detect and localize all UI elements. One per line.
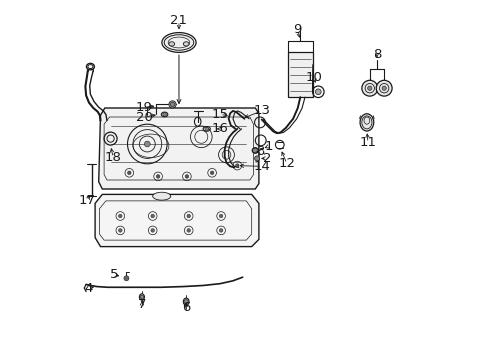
Text: 17: 17 [78, 194, 95, 207]
Ellipse shape [139, 294, 144, 300]
Text: 8: 8 [372, 48, 380, 61]
Text: 10: 10 [305, 71, 322, 84]
Text: 14: 14 [253, 160, 270, 173]
Circle shape [140, 295, 143, 299]
Circle shape [235, 164, 239, 167]
Ellipse shape [162, 33, 196, 52]
Ellipse shape [359, 114, 373, 131]
Polygon shape [99, 108, 258, 189]
Text: 18: 18 [104, 151, 122, 164]
Circle shape [254, 156, 259, 161]
Circle shape [170, 102, 174, 107]
Circle shape [204, 127, 208, 131]
Text: 6: 6 [182, 301, 190, 314]
Text: 5: 5 [110, 268, 118, 281]
Circle shape [219, 214, 223, 218]
Circle shape [127, 171, 131, 175]
Circle shape [210, 171, 213, 175]
Circle shape [375, 80, 391, 96]
Polygon shape [95, 194, 258, 247]
Circle shape [118, 229, 122, 232]
Text: 19: 19 [136, 101, 153, 114]
Circle shape [144, 141, 150, 147]
Circle shape [252, 148, 258, 153]
Circle shape [168, 101, 176, 108]
Circle shape [367, 86, 371, 90]
Circle shape [186, 214, 190, 218]
Circle shape [123, 276, 129, 281]
Text: 11: 11 [359, 136, 376, 149]
Circle shape [151, 229, 154, 232]
Circle shape [156, 175, 160, 178]
Circle shape [118, 214, 122, 218]
Ellipse shape [168, 42, 174, 46]
Bar [287, 52, 312, 97]
Text: 15: 15 [211, 108, 228, 121]
Ellipse shape [183, 298, 189, 305]
Text: 3: 3 [257, 145, 265, 158]
Circle shape [381, 86, 386, 90]
Text: 13: 13 [253, 104, 270, 117]
Circle shape [183, 300, 188, 304]
Circle shape [315, 89, 321, 95]
Text: 20: 20 [136, 111, 153, 123]
Text: 1: 1 [264, 140, 273, 153]
Text: 2: 2 [262, 152, 270, 165]
Circle shape [186, 229, 190, 232]
Text: 9: 9 [293, 23, 302, 36]
Ellipse shape [152, 192, 170, 200]
Text: 12: 12 [278, 157, 295, 170]
Text: 7: 7 [137, 298, 146, 311]
Text: 16: 16 [211, 122, 228, 135]
Circle shape [219, 229, 223, 232]
Text: 21: 21 [170, 14, 187, 27]
Circle shape [185, 175, 188, 178]
Circle shape [361, 80, 377, 96]
Circle shape [163, 113, 166, 116]
Ellipse shape [183, 42, 189, 46]
Circle shape [151, 214, 154, 218]
Text: 4: 4 [84, 282, 93, 294]
